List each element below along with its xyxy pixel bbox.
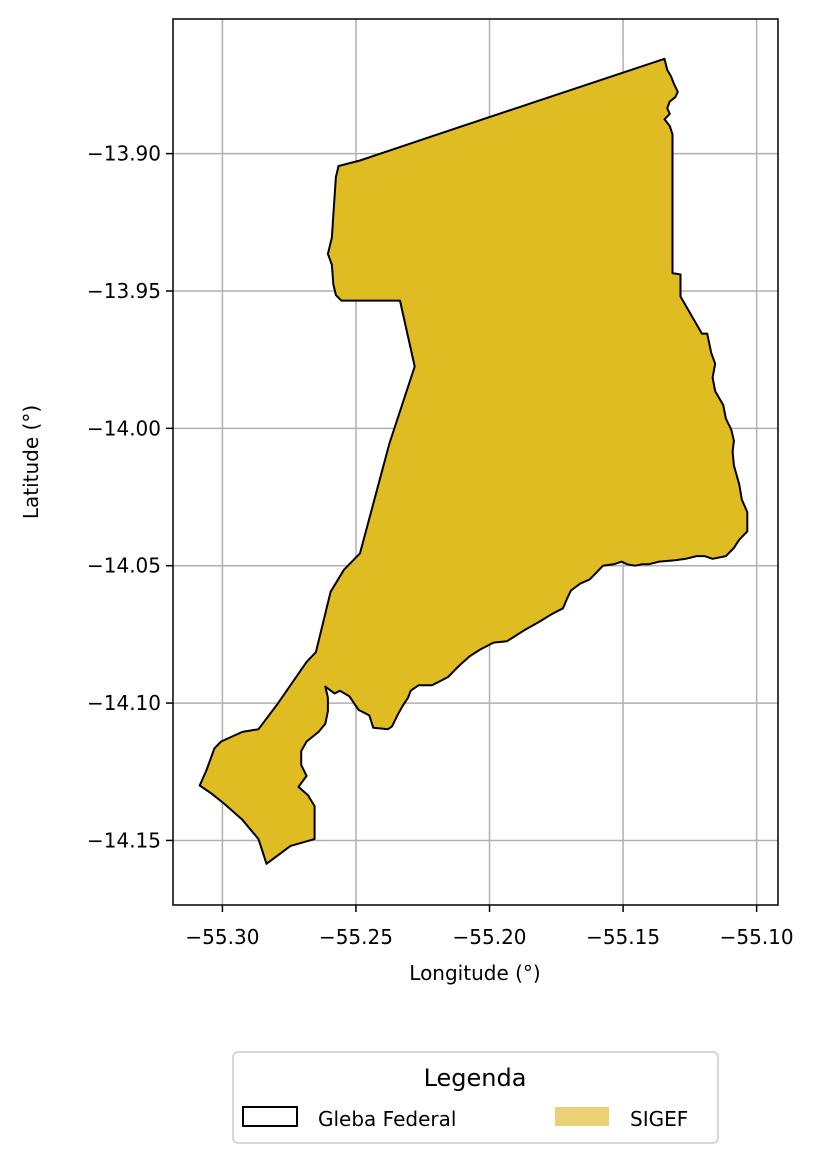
legend-swatch-gleba-federal <box>242 1106 298 1127</box>
x-axis-label: Longitude (°) <box>409 961 540 985</box>
legend-label-gleba-federal: Gleba Federal <box>318 1107 456 1131</box>
x-tick-label: −55.10 <box>720 925 794 949</box>
y-tick-label: −13.90 <box>87 142 161 166</box>
axes-frame <box>172 18 779 906</box>
y-axis-ticks: −13.90 −13.95 −14.00 −14.05 −14.10 −14.15 <box>87 142 173 852</box>
x-tick-label: −55.30 <box>185 925 259 949</box>
legend-label-sigef: SIGEF <box>630 1107 688 1131</box>
x-tick-label: −55.25 <box>319 925 393 949</box>
y-tick-label: −14.10 <box>87 691 161 715</box>
legend-swatch-sigef <box>555 1107 609 1126</box>
y-tick-label: −14.00 <box>87 416 161 440</box>
y-tick-label: −14.05 <box>87 554 161 578</box>
plot-area <box>172 18 779 906</box>
y-tick-label: −13.95 <box>87 279 161 303</box>
x-tick-label: −55.15 <box>586 925 660 949</box>
x-tick-label: −55.20 <box>453 925 527 949</box>
x-axis-ticks: −55.30 −55.25 −55.20 −55.15 −55.10 <box>185 905 794 949</box>
legend-title: Legenda <box>424 1064 527 1092</box>
sigef-polygon <box>198 57 749 865</box>
y-axis-label: Latitude (°) <box>19 405 43 519</box>
y-tick-label: −14.15 <box>87 828 161 852</box>
legend: Legenda Gleba Federal SIGEF <box>232 1051 719 1144</box>
